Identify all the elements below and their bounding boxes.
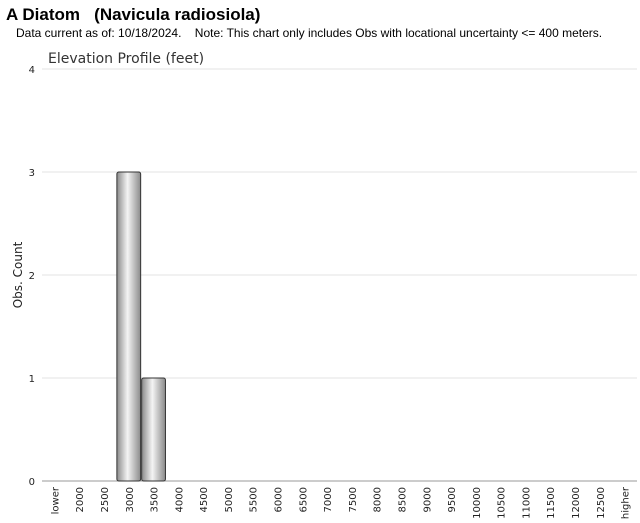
x-tick-label: 11500 bbox=[546, 487, 557, 519]
y-tick-label: 2 bbox=[29, 271, 35, 282]
bar-3000 bbox=[116, 171, 142, 482]
data-note: Data current as of: 10/18/2024. Note: Th… bbox=[16, 26, 603, 40]
y-tick-label: 3 bbox=[29, 168, 35, 179]
x-tick-label: 8500 bbox=[397, 487, 408, 512]
y-tick-label: 4 bbox=[29, 65, 35, 76]
x-tick-label: 12500 bbox=[596, 487, 607, 519]
x-tick-label: 10500 bbox=[497, 487, 508, 519]
chart-title: A Diatom (Navicula radiosiola) bbox=[6, 5, 261, 24]
x-tick-label: 8000 bbox=[373, 487, 384, 512]
x-tick-label: 10000 bbox=[472, 487, 483, 519]
x-tick-label: higher bbox=[621, 486, 632, 519]
x-tick-label: 7000 bbox=[323, 487, 334, 512]
x-tick-label: 3500 bbox=[150, 487, 161, 512]
x-tick-label: 2000 bbox=[75, 487, 86, 512]
y-tick-label: 1 bbox=[29, 374, 35, 385]
y-axis-label: Obs. Count bbox=[11, 241, 25, 308]
x-tick-label: 3000 bbox=[125, 487, 136, 512]
x-tick-label: 12000 bbox=[571, 487, 582, 519]
x-tick-label: 7500 bbox=[348, 487, 359, 512]
x-tick-label: 5000 bbox=[224, 487, 235, 512]
plot-title: Elevation Profile (feet) bbox=[48, 51, 204, 67]
x-tick-label: 9000 bbox=[422, 487, 433, 512]
y-tick-label: 0 bbox=[29, 477, 35, 488]
x-tick-label: 9500 bbox=[447, 487, 458, 512]
x-tick-label: 5500 bbox=[249, 487, 260, 512]
bar-3500 bbox=[141, 377, 166, 482]
x-tick-label: 2500 bbox=[100, 487, 111, 512]
x-tick-label: lower bbox=[50, 486, 61, 514]
x-tick-label: 6000 bbox=[274, 487, 285, 512]
x-tick-label: 4500 bbox=[199, 487, 210, 512]
x-tick-label: 4000 bbox=[174, 487, 185, 512]
x-tick-label: 11000 bbox=[521, 487, 532, 519]
x-tick-label: 6500 bbox=[298, 487, 309, 512]
